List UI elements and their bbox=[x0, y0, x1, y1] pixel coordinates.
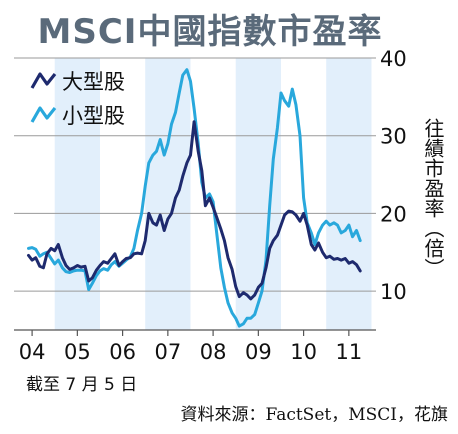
source-note: 資料來源：FactSet，MSCI，花旗 bbox=[180, 405, 448, 425]
series-line-0 bbox=[27, 68, 362, 328]
axes: 10 20 30 40 04 05 06 07 08 09 10 11 bbox=[14, 47, 407, 364]
shaded-band-1 bbox=[145, 58, 191, 330]
legend-swatch-0 bbox=[30, 72, 57, 89]
series-line-1 bbox=[27, 120, 362, 301]
x-tick-label: 07 bbox=[154, 340, 181, 364]
legend-label-1: 小型股 bbox=[62, 104, 125, 128]
shaded-bands bbox=[54, 58, 372, 330]
footnote: 截至 7 月 5 日 bbox=[26, 375, 138, 395]
x-tick-label: 08 bbox=[200, 340, 227, 364]
series-lines bbox=[27, 68, 362, 328]
x-tick-label: 06 bbox=[109, 340, 136, 364]
x-tick-label: 05 bbox=[64, 340, 91, 364]
x-tick-label: 10 bbox=[290, 340, 317, 364]
y-axis-label: 往績市盈率（倍） bbox=[421, 118, 445, 278]
chart-title: MSCI中國指數市盈率 bbox=[37, 12, 383, 52]
x-tick-label: 09 bbox=[245, 340, 272, 364]
shaded-band-0 bbox=[54, 58, 100, 330]
shaded-band-3 bbox=[326, 58, 372, 330]
legend-swatch-1 bbox=[30, 106, 57, 123]
y-tick-label: 40 bbox=[380, 47, 407, 71]
x-tick-label: 11 bbox=[335, 340, 362, 364]
y-tick-label: 30 bbox=[380, 125, 407, 149]
shaded-band-2 bbox=[235, 58, 281, 330]
legend-label-0: 大型股 bbox=[62, 70, 125, 94]
y-tick-label: 20 bbox=[380, 202, 407, 226]
y-tick-label: 10 bbox=[380, 280, 407, 304]
x-tick-label: 04 bbox=[19, 340, 46, 364]
